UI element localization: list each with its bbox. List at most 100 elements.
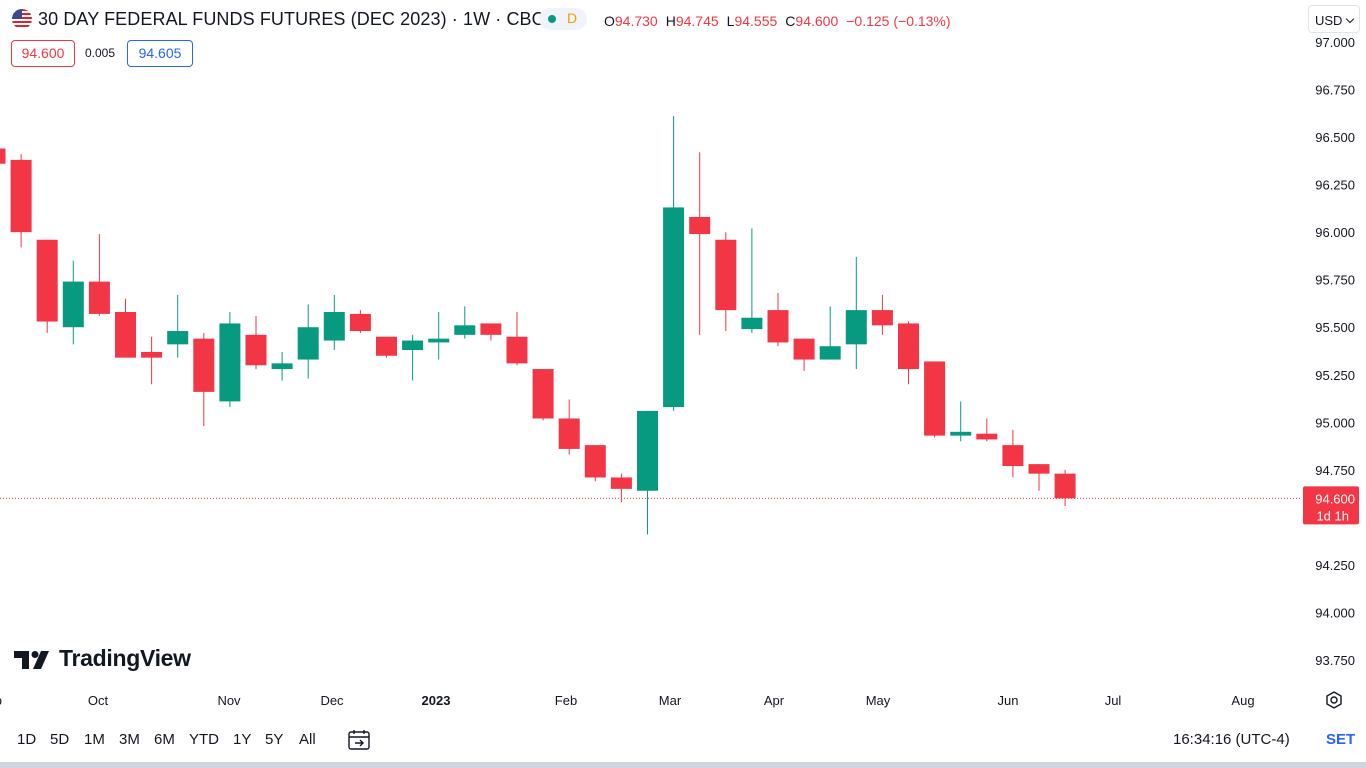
candle-body bbox=[819, 346, 841, 360]
market-status-pill[interactable]: D bbox=[539, 8, 587, 30]
candle-body bbox=[950, 431, 972, 436]
y-tick-label: 95.000 bbox=[1315, 415, 1355, 430]
ask-button[interactable]: 94.605 bbox=[127, 40, 193, 67]
status-dot-icon bbox=[548, 15, 556, 23]
y-tick-label: 95.500 bbox=[1315, 320, 1355, 335]
candle-body bbox=[898, 323, 919, 370]
candle-body bbox=[0, 148, 6, 164]
x-tick-label: Mar bbox=[659, 693, 682, 708]
candle-body bbox=[1054, 473, 1076, 499]
open-label: O bbox=[604, 13, 615, 29]
candle-body bbox=[663, 207, 685, 408]
candle-body bbox=[480, 323, 502, 335]
x-tick-label: Feb bbox=[555, 693, 577, 708]
us-flag-icon bbox=[12, 9, 32, 29]
compare-calendar-icon[interactable] bbox=[347, 728, 371, 752]
high-label: H bbox=[665, 13, 676, 29]
x-tick-label: Aug bbox=[1231, 693, 1254, 708]
x-tick-label: Nov bbox=[217, 693, 241, 708]
spread-value: 0.005 bbox=[85, 46, 116, 60]
candle-body bbox=[167, 331, 189, 345]
status-letter: D bbox=[567, 10, 578, 26]
candle-body bbox=[454, 325, 476, 335]
change-value: −0.125 (−0.13%) bbox=[846, 13, 951, 29]
x-tick-label: Oct bbox=[88, 693, 109, 708]
y-tick-label: 94.000 bbox=[1315, 605, 1355, 620]
candle-body bbox=[715, 239, 737, 311]
candle-body bbox=[245, 334, 267, 366]
x-tick-label: Jul bbox=[1105, 693, 1122, 708]
chart-header: 30 DAY FEDERAL FUNDS FUTURES (DEC 2023) … bbox=[0, 0, 1360, 40]
y-tick-label: 97.000 bbox=[1315, 35, 1355, 50]
x-tick-label: Apr bbox=[764, 693, 785, 708]
range-button-1y[interactable]: 1Y bbox=[233, 731, 252, 748]
high-value: 94.745 bbox=[675, 13, 719, 29]
candle-body bbox=[741, 317, 763, 330]
candle-body bbox=[402, 340, 424, 351]
close-value: 94.600 bbox=[795, 13, 839, 29]
y-tick-label: 94.250 bbox=[1315, 558, 1355, 573]
candle-body bbox=[845, 310, 867, 345]
candle-body bbox=[1028, 464, 1050, 474]
y-tick-label: 96.250 bbox=[1315, 178, 1355, 193]
x-tick-label: p bbox=[0, 693, 2, 708]
bid-button[interactable]: 94.600 bbox=[11, 40, 75, 67]
candle-body bbox=[584, 445, 606, 478]
tradingview-logo-icon bbox=[14, 651, 49, 669]
candle-body bbox=[689, 216, 711, 235]
candle-body bbox=[976, 433, 998, 440]
gear-icon[interactable] bbox=[1324, 690, 1344, 710]
candle-body bbox=[376, 336, 397, 356]
range-button-5d[interactable]: 5D bbox=[50, 731, 70, 748]
x-tick-label: 2023 bbox=[422, 693, 451, 708]
low-label: L bbox=[726, 13, 735, 29]
candle-body bbox=[297, 327, 319, 360]
y-tick-label: 95.750 bbox=[1315, 273, 1355, 288]
clock[interactable]: 16:34:16 (UTC-4) bbox=[1173, 731, 1290, 748]
candle-body bbox=[1002, 445, 1024, 467]
price-label-countdown: 1d 1h bbox=[1316, 508, 1349, 523]
range-button-ytd[interactable]: YTD bbox=[189, 731, 219, 748]
candle-body bbox=[219, 323, 241, 402]
symbol-title[interactable]: 30 DAY FEDERAL FUNDS FUTURES (DEC 2023) … bbox=[38, 9, 557, 29]
candle-body bbox=[558, 418, 580, 449]
candle-body bbox=[767, 310, 789, 343]
candle-body bbox=[924, 361, 946, 436]
candle-body bbox=[349, 313, 371, 332]
range-button-1m[interactable]: 1M bbox=[84, 731, 105, 748]
range-button-1d[interactable]: 1D bbox=[17, 731, 37, 748]
y-tick-label: 95.250 bbox=[1315, 368, 1355, 383]
price-label-value: 94.600 bbox=[1315, 491, 1355, 506]
candle-body bbox=[10, 159, 32, 233]
candlestick-chart[interactable]: 97.000 96.750 96.500 96.250 96.000 95.750 95.5… bbox=[0, 0, 1366, 720]
currency-label: USD bbox=[1315, 13, 1343, 28]
range-button-6m[interactable]: 6M bbox=[154, 731, 175, 748]
candle-body bbox=[62, 281, 84, 328]
candle-body bbox=[36, 239, 58, 322]
y-tick-label: 96.500 bbox=[1315, 130, 1355, 145]
range-button-all[interactable]: All bbox=[299, 731, 316, 748]
candle-body bbox=[193, 338, 215, 392]
price-label-box bbox=[1303, 486, 1359, 525]
candle-body bbox=[506, 336, 528, 364]
x-tick-label: May bbox=[866, 693, 891, 708]
logo-text: TradingView bbox=[59, 645, 191, 671]
bottom-toolbar: 1D 5D 1M 3M 6M YTD 1Y 5Y All 16:34:16 (UTC-4) SE… bbox=[0, 720, 1366, 760]
candle-body bbox=[532, 369, 554, 419]
range-button-3m[interactable]: 3M bbox=[119, 731, 140, 748]
range-button-5y[interactable]: 5Y bbox=[265, 731, 284, 748]
y-tick-label: 96.000 bbox=[1315, 225, 1355, 240]
y-tick-label: 96.750 bbox=[1315, 83, 1355, 98]
candle-body bbox=[271, 363, 293, 370]
candle-body bbox=[428, 338, 450, 343]
session-button[interactable]: SET bbox=[1326, 731, 1356, 748]
open-value: 94.730 bbox=[614, 13, 658, 29]
bottom-strip bbox=[0, 762, 1366, 768]
y-tick-label: 94.750 bbox=[1315, 463, 1355, 478]
candle-body bbox=[793, 338, 815, 360]
x-tick-label: Jun bbox=[998, 693, 1019, 708]
close-label: C bbox=[785, 13, 796, 29]
low-value: 94.555 bbox=[734, 13, 778, 29]
x-tick-label: Dec bbox=[320, 693, 344, 708]
currency-select[interactable]: USD bbox=[1308, 5, 1360, 33]
